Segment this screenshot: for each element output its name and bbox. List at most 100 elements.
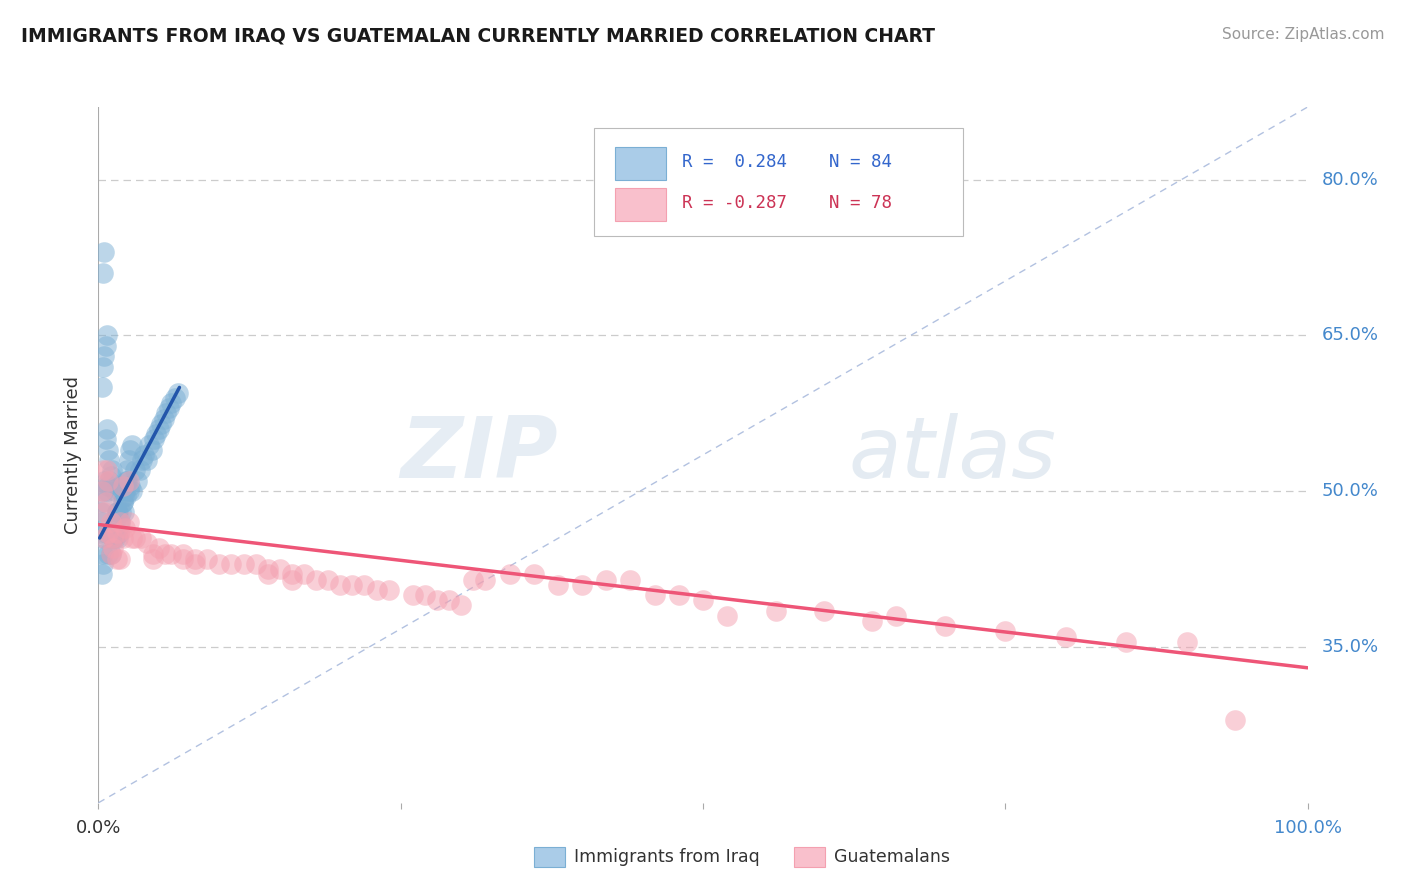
Point	[157, 401, 180, 416]
Point	[94, 339, 117, 353]
Point	[994, 624, 1017, 639]
Point	[118, 516, 141, 530]
Point	[148, 422, 170, 436]
Point	[668, 588, 690, 602]
Point	[172, 547, 194, 561]
Point	[316, 573, 339, 587]
Point	[108, 484, 131, 499]
Point	[117, 474, 139, 488]
Text: ZIP: ZIP	[401, 413, 558, 497]
Point	[437, 593, 460, 607]
Point	[108, 516, 131, 530]
Point	[256, 567, 278, 582]
Point	[886, 608, 908, 623]
Point	[121, 437, 143, 451]
Point	[245, 557, 267, 571]
Point	[100, 547, 122, 561]
Point	[148, 541, 170, 556]
Point	[93, 474, 115, 488]
Point	[160, 547, 183, 561]
FancyBboxPatch shape	[595, 128, 963, 235]
FancyBboxPatch shape	[614, 146, 665, 180]
Point	[474, 573, 496, 587]
Point	[152, 411, 174, 425]
Point	[103, 525, 125, 540]
Point	[100, 468, 122, 483]
Point	[118, 453, 141, 467]
Point	[366, 582, 388, 597]
Point	[104, 531, 127, 545]
Point	[121, 484, 143, 499]
Point	[124, 463, 146, 477]
Text: R =  0.284    N = 84: R = 0.284 N = 84	[682, 153, 893, 171]
Point	[765, 604, 787, 618]
Point	[860, 614, 883, 628]
Point	[112, 490, 135, 504]
Point	[184, 551, 207, 566]
Point	[692, 593, 714, 607]
Point	[91, 494, 114, 508]
Point	[105, 551, 128, 566]
Point	[353, 578, 375, 592]
Point	[103, 525, 125, 540]
Point	[644, 588, 666, 602]
Text: 100.0%: 100.0%	[1274, 820, 1341, 838]
Point	[118, 442, 141, 457]
Point	[127, 474, 149, 488]
Point	[1223, 713, 1246, 727]
Point	[145, 427, 167, 442]
Point	[96, 484, 118, 499]
Point	[101, 531, 124, 545]
Point	[97, 474, 120, 488]
Point	[91, 557, 114, 571]
Point	[101, 541, 124, 556]
Point	[1054, 630, 1077, 644]
Point	[96, 328, 118, 343]
Point	[97, 547, 120, 561]
Point	[619, 573, 641, 587]
Point	[232, 557, 254, 571]
Point	[94, 525, 117, 540]
Point	[153, 547, 176, 561]
Point	[97, 442, 120, 457]
Point	[118, 479, 141, 493]
Point	[91, 484, 114, 499]
Point	[91, 567, 114, 582]
Point	[98, 453, 121, 467]
Point	[292, 567, 315, 582]
Text: 65.0%: 65.0%	[1322, 326, 1378, 344]
Text: 35.0%: 35.0%	[1322, 638, 1379, 656]
Point	[163, 391, 186, 405]
Point	[93, 531, 115, 545]
Point	[523, 567, 546, 582]
Point	[93, 531, 115, 545]
Point	[463, 573, 485, 587]
Point	[94, 494, 117, 508]
Point	[96, 422, 118, 436]
Point	[135, 536, 157, 550]
Point	[131, 453, 153, 467]
Point	[155, 406, 177, 420]
Point	[101, 531, 124, 545]
Point	[305, 573, 328, 587]
Point	[101, 531, 124, 545]
Point	[118, 484, 141, 499]
Point	[93, 505, 115, 519]
Point	[124, 531, 146, 545]
Point	[150, 417, 173, 431]
Point	[184, 557, 207, 571]
Point	[96, 463, 118, 477]
Point	[547, 578, 569, 592]
Point	[143, 433, 166, 447]
Point	[595, 573, 617, 587]
Point	[121, 531, 143, 545]
Point	[111, 494, 134, 508]
Point	[105, 505, 128, 519]
Point	[402, 588, 425, 602]
Point	[114, 479, 136, 493]
Point	[97, 525, 120, 540]
Point	[100, 525, 122, 540]
Point	[93, 245, 115, 260]
Text: IMMIGRANTS FROM IRAQ VS GUATEMALAN CURRENTLY MARRIED CORRELATION CHART: IMMIGRANTS FROM IRAQ VS GUATEMALAN CURRE…	[21, 27, 935, 45]
Point	[342, 578, 364, 592]
